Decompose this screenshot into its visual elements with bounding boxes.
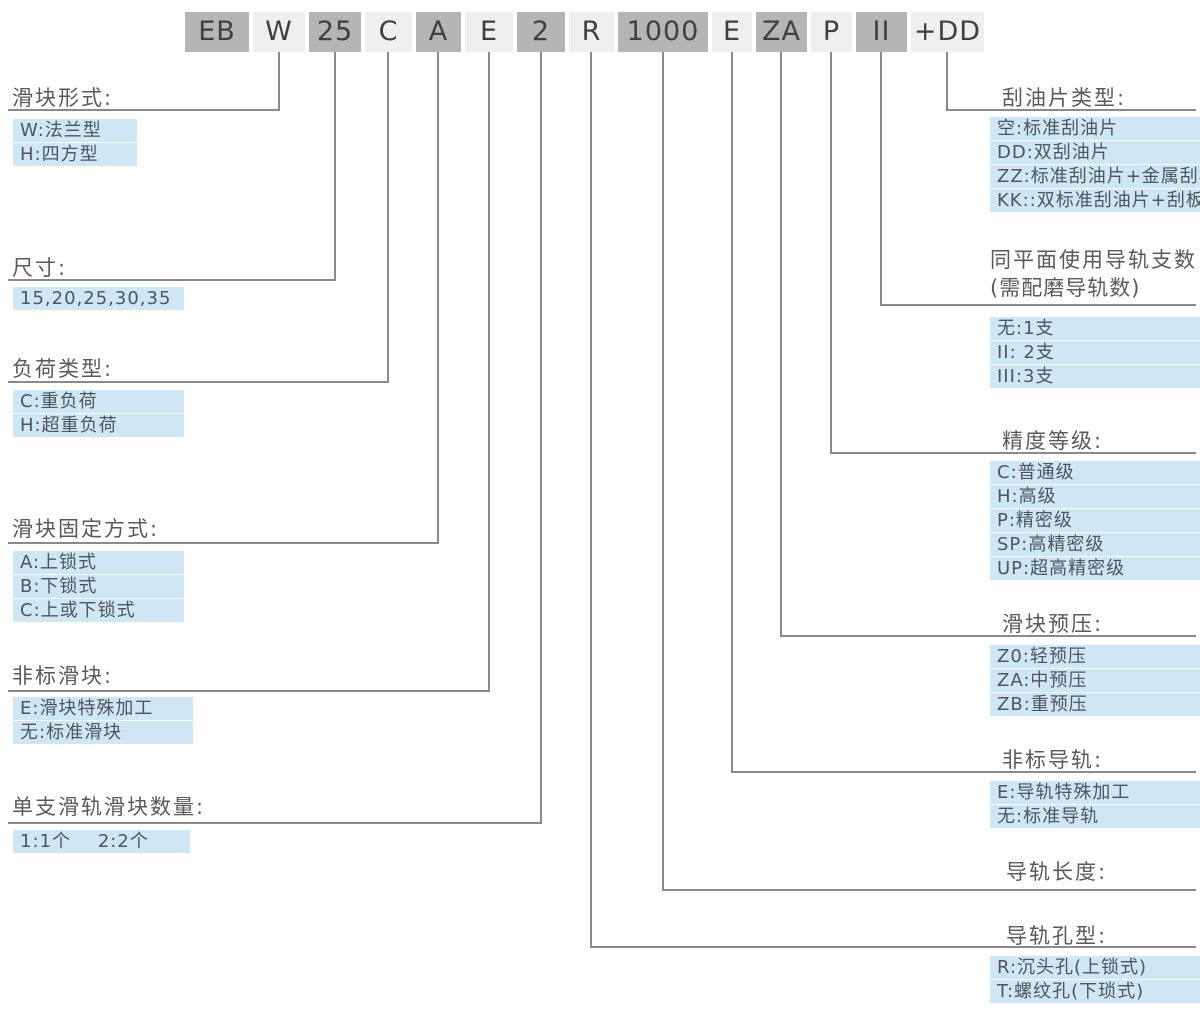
line-r-to-hole-type [590, 52, 1196, 948]
legend-item: E:导轨特殊加工 [990, 781, 1200, 804]
legend-item: Z0:轻预压 [990, 645, 1200, 668]
section-load-type-items: C:重负荷 H:超重负荷 [13, 390, 184, 438]
section-accuracy-title: 精度等级: [1002, 429, 1104, 453]
section-nonstd-rail-title: 非标导轨: [1002, 748, 1104, 772]
section-slider-form-title: 滑块形式: [12, 86, 114, 110]
code-segment-series: EB [185, 12, 249, 52]
legend-item: E:滑块特殊加工 [13, 697, 193, 720]
legend-item: UP:超高精密级 [990, 557, 1200, 580]
section-size-items: 15,20,25,30,35 [13, 287, 184, 311]
legend-item: B:下锁式 [13, 575, 184, 598]
legend-item: ZA:中预压 [990, 669, 1200, 692]
section-preload-items: Z0:轻预压 ZA:中预压 ZB:重预压 [990, 645, 1200, 717]
code-segment-hole-type: R [569, 12, 614, 52]
section-nonstd-block-title: 非标滑块: [12, 664, 114, 688]
line-a-to-mount-style [8, 52, 439, 544]
section-load-type-title: 负荷类型: [12, 357, 114, 381]
line-1000-to-rail-length [662, 52, 1196, 891]
legend-item: III:3支 [990, 365, 1200, 388]
legend-item: KK::双标准刮油片+刮板 [990, 189, 1200, 212]
legend-item: 无:1支 [990, 317, 1200, 340]
legend-item: ZB:重预压 [990, 693, 1200, 716]
code-segment-form: W [253, 12, 305, 52]
legend-item: 无:标准导轨 [990, 805, 1200, 828]
line-p-to-accuracy [830, 52, 1196, 454]
section-preload-title: 滑块预压: [1002, 612, 1104, 636]
section-mount-style-title: 滑块固定方式: [12, 517, 160, 541]
section-rail-length-title: 导轨长度: [1006, 860, 1108, 884]
section-mount-style-items: A:上锁式 B:下锁式 C:上或下锁式 [13, 551, 184, 623]
legend-item: H:超重负荷 [13, 414, 184, 437]
code-segment-preload: ZA [756, 12, 807, 52]
line-ii-to-rail-count [880, 52, 1196, 306]
line-2-to-block-count [8, 52, 542, 824]
legend-item: T:螺纹孔(下琐式) [990, 980, 1200, 1003]
legend-item: H:四方型 [13, 143, 137, 166]
code-segment-wiper: +DD [911, 12, 984, 52]
code-segment-nonstd-block: E [465, 12, 513, 52]
section-wiper-type-items: 空:标准刮油片 DD:双刮油片 ZZ:标准刮油片+金属刮板 KK::双标准刮油片… [990, 117, 1200, 213]
legend-item: P:精密级 [990, 509, 1200, 532]
legend-item: C:上或下锁式 [13, 599, 184, 622]
code-segment-mount: A [416, 12, 461, 52]
line-25-to-size [8, 52, 336, 281]
section-block-count-title: 单支滑轨滑块数量: [12, 795, 206, 819]
legend-item: ZZ:标准刮油片+金属刮板 [990, 165, 1200, 188]
section-wiper-type-title: 刮油片类型: [1002, 86, 1127, 110]
section-rail-count-items: 无:1支 II: 2支 III:3支 [990, 317, 1200, 389]
legend-item: II: 2支 [990, 341, 1200, 364]
legend-item: DD:双刮油片 [990, 141, 1200, 164]
model-code-row: EB W 25 C A E 2 R 1000 E ZA P II +DD [185, 12, 984, 52]
section-hole-type-title: 导轨孔型: [1006, 924, 1108, 948]
code-segment-size: 25 [309, 12, 361, 52]
line-e-to-nonstd-block [8, 52, 490, 692]
legend-item: 1:1个 2:2个 [13, 830, 190, 853]
legend-item: C:普通级 [990, 461, 1200, 484]
legend-item: R:沉头孔(上锁式) [990, 956, 1200, 979]
code-segment-rail-count: II [856, 12, 907, 52]
line-dd-to-wiper-type [946, 52, 1196, 111]
code-segment-nonstd-rail: E [712, 12, 752, 52]
legend-item: 无:标准滑块 [13, 721, 193, 744]
line-w-to-slider-form [8, 52, 280, 111]
section-hole-type-items: R:沉头孔(上锁式) T:螺纹孔(下琐式) [990, 956, 1200, 1004]
legend-item: SP:高精密级 [990, 533, 1200, 556]
line-za-to-preload [780, 52, 1196, 637]
code-segment-block-count: 2 [517, 12, 565, 52]
legend-item: 15,20,25,30,35 [13, 287, 184, 310]
section-size-title: 尺寸: [12, 256, 68, 280]
code-segment-load: C [365, 12, 412, 52]
section-nonstd-block-items: E:滑块特殊加工 无:标准滑块 [13, 697, 193, 745]
legend-item: 空:标准刮油片 [990, 117, 1200, 140]
section-rail-count-title: 同平面使用导轨支数 [990, 248, 1197, 272]
legend-item: C:重负荷 [13, 390, 184, 413]
legend-item: W:法兰型 [13, 119, 137, 142]
code-segment-rail-length: 1000 [618, 12, 708, 52]
section-rail-count-subtitle: (需配磨导轨数) [990, 276, 1141, 300]
legend-item: H:高级 [990, 485, 1200, 508]
section-nonstd-rail-items: E:导轨特殊加工 无:标准导轨 [990, 781, 1200, 829]
legend-item: A:上锁式 [13, 551, 184, 574]
section-slider-form-items: W:法兰型 H:四方型 [13, 119, 137, 167]
section-accuracy-items: C:普通级 H:高级 P:精密级 SP:高精密级 UP:超高精密级 [990, 461, 1200, 581]
code-segment-accuracy: P [811, 12, 852, 52]
section-block-count-items: 1:1个 2:2个 [13, 830, 190, 854]
line-e2-to-nonstd-rail [731, 52, 1196, 773]
line-c-to-load-type [8, 52, 389, 383]
